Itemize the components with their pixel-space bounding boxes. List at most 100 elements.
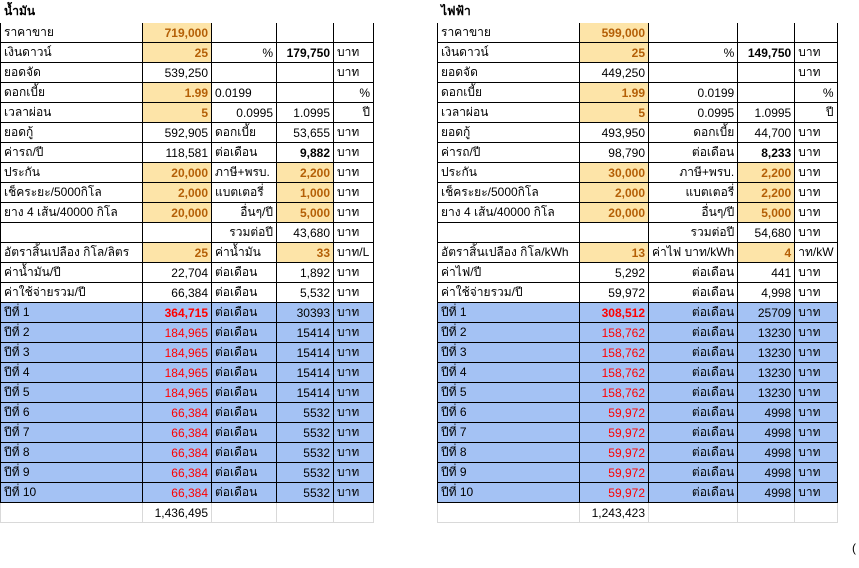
year-label[interactable]: ปีที่ 8 [0, 442, 143, 463]
cell-value[interactable]: 493,950 [579, 122, 649, 143]
year-total[interactable]: 66,384 [142, 442, 212, 463]
cell-label[interactable]: ยาง 4 เส้น/40000 กิโล [437, 202, 580, 223]
cell-value[interactable]: 66,384 [142, 282, 212, 303]
cell-unit[interactable]: บาท [333, 62, 374, 83]
year-per-month-label[interactable]: ต่อเดือน [211, 422, 277, 443]
cell-unit[interactable]: บาท [333, 442, 374, 463]
year-total[interactable]: 59,972 [579, 442, 649, 463]
cell-input[interactable]: 1.99 [142, 82, 212, 103]
year-monthly[interactable]: 15414 [276, 342, 334, 363]
cell[interactable]: 0.0199 [211, 82, 277, 103]
year-label[interactable]: ปีที่ 7 [437, 422, 580, 443]
cell-value[interactable]: 9,882 [276, 142, 334, 163]
year-monthly[interactable]: 5532 [276, 422, 334, 443]
cell-label[interactable]: ยอดกู้ [0, 122, 143, 143]
cell-value[interactable]: 449,250 [579, 62, 649, 83]
year-label[interactable]: ปีที่ 9 [0, 462, 143, 483]
cell-label[interactable]: อื่นๆ/ปี [647, 202, 739, 223]
year-per-month-label[interactable]: ต่อเดือน [211, 342, 277, 363]
cell[interactable]: 0.0995 [211, 102, 277, 123]
year-per-month-label[interactable]: ต่อเดือน [647, 362, 739, 383]
cell-unit[interactable]: บาท [333, 122, 374, 143]
cell-label[interactable]: รวมต่อปี [211, 222, 277, 243]
cell-unit[interactable]: บาท [794, 142, 838, 163]
year-total[interactable]: 308,512 [579, 302, 649, 323]
cell-value[interactable]: 5,532 [276, 282, 334, 303]
year-label[interactable]: ปีที่ 3 [437, 342, 580, 363]
cell-unit[interactable]: บาท [794, 202, 838, 223]
cell-value[interactable]: 54,680 [737, 222, 796, 243]
cell-unit[interactable]: บาท [794, 302, 838, 323]
cell-unit[interactable]: บาท [333, 422, 374, 443]
year-monthly[interactable]: 30393 [276, 302, 334, 323]
cell-input[interactable]: 25 [142, 42, 212, 63]
year-monthly[interactable]: 4998 [737, 442, 796, 463]
cell-value[interactable]: 8,233 [737, 142, 796, 163]
year-per-month-label[interactable]: ต่อเดือน [211, 302, 277, 323]
cell-input[interactable]: 20,000 [142, 162, 212, 183]
cell-unit[interactable]: บาท [333, 142, 374, 163]
cell-label[interactable]: เวลาผ่อน [437, 102, 580, 123]
year-monthly[interactable]: 13230 [737, 342, 796, 363]
cell-unit[interactable]: บาท [794, 62, 838, 83]
cell-label[interactable]: ค่ารถ/ปี [437, 142, 580, 163]
cell-unit[interactable]: บาท [794, 122, 838, 143]
year-label[interactable]: ปีที่ 10 [437, 482, 580, 503]
cell[interactable]: % [211, 42, 277, 63]
cell-unit[interactable]: บาท [333, 42, 374, 63]
cell-label[interactable]: ดอกเบี้ย [437, 82, 580, 103]
year-label[interactable]: ปีที่ 4 [0, 362, 143, 383]
cell-unit[interactable]: ปี [333, 102, 374, 123]
cell-label[interactable]: ราคาขาย [0, 22, 143, 43]
cell-unit[interactable]: บาท [333, 182, 374, 203]
cell-value[interactable]: 59,972 [579, 282, 649, 303]
cell-value[interactable]: 4,998 [737, 282, 796, 303]
year-label[interactable]: ปีที่ 4 [437, 362, 580, 383]
elec-title[interactable]: ไฟฟ้า [441, 4, 471, 18]
cell-value[interactable]: 44,700 [737, 122, 796, 143]
cell-label[interactable]: อื่นๆ/ปี [211, 202, 277, 223]
year-per-month-label[interactable]: ต่อเดือน [211, 442, 277, 463]
year-monthly[interactable]: 5532 [276, 402, 334, 423]
year-monthly[interactable]: 5532 [276, 442, 334, 463]
year-per-month-label[interactable]: ต่อเดือน [647, 302, 739, 323]
cell-unit[interactable]: บาท [333, 462, 374, 483]
cell-input[interactable]: 1.99 [579, 82, 649, 103]
year-label[interactable]: ปีที่ 1 [437, 302, 580, 323]
cell-input[interactable]: 4 [737, 242, 796, 263]
cell-value[interactable]: 441 [737, 262, 796, 283]
cell-unit[interactable]: บาท [794, 282, 838, 303]
cell-label[interactable]: อัตราสิ้นเปลือง กิโล/ลิตร [0, 242, 143, 263]
cell-label[interactable]: ภาษี+พรบ. [211, 162, 277, 183]
cell-label[interactable]: ต่อเดือน [211, 262, 277, 283]
cell-label[interactable]: เช็คระยะ/5000กิโล [0, 182, 143, 203]
year-per-month-label[interactable]: ต่อเดือน [211, 462, 277, 483]
year-total[interactable]: 184,965 [142, 342, 212, 363]
cell-unit[interactable]: บาท [333, 222, 374, 243]
year-monthly[interactable]: 13230 [737, 362, 796, 383]
year-monthly[interactable]: 15414 [276, 382, 334, 403]
year-monthly[interactable]: 5532 [276, 462, 334, 483]
cell-label[interactable]: แบตเตอรี่ [211, 182, 277, 203]
year-total[interactable]: 184,965 [142, 322, 212, 343]
cell-unit[interactable]: บาท [794, 262, 838, 283]
cell-unit[interactable]: บาท [794, 402, 838, 423]
year-monthly[interactable]: 4998 [737, 462, 796, 483]
cell-label[interactable]: ยอดจัด [0, 62, 143, 83]
year-per-month-label[interactable]: ต่อเดือน [647, 482, 739, 503]
cell-unit[interactable]: าท/kW [794, 242, 838, 263]
cell-label[interactable]: ดอกเบี้ย [0, 82, 143, 103]
cell-unit[interactable]: บาท [333, 362, 374, 383]
year-label[interactable]: ปีที่ 9 [437, 462, 580, 483]
year-per-month-label[interactable]: ต่อเดือน [647, 322, 739, 343]
cell-input[interactable]: 599,000 [579, 22, 649, 43]
cell-value[interactable]: 539,250 [142, 62, 212, 83]
year-monthly[interactable]: 25709 [737, 302, 796, 323]
cell-label[interactable]: ค่าไฟ/ปี [437, 262, 580, 283]
cell-label[interactable]: ยอดกู้ [437, 122, 580, 143]
year-label[interactable]: ปีที่ 8 [437, 442, 580, 463]
year-total[interactable]: 59,972 [579, 462, 649, 483]
year-monthly[interactable]: 13230 [737, 382, 796, 403]
cell-unit[interactable]: % [333, 82, 374, 103]
year-total[interactable]: 158,762 [579, 362, 649, 383]
